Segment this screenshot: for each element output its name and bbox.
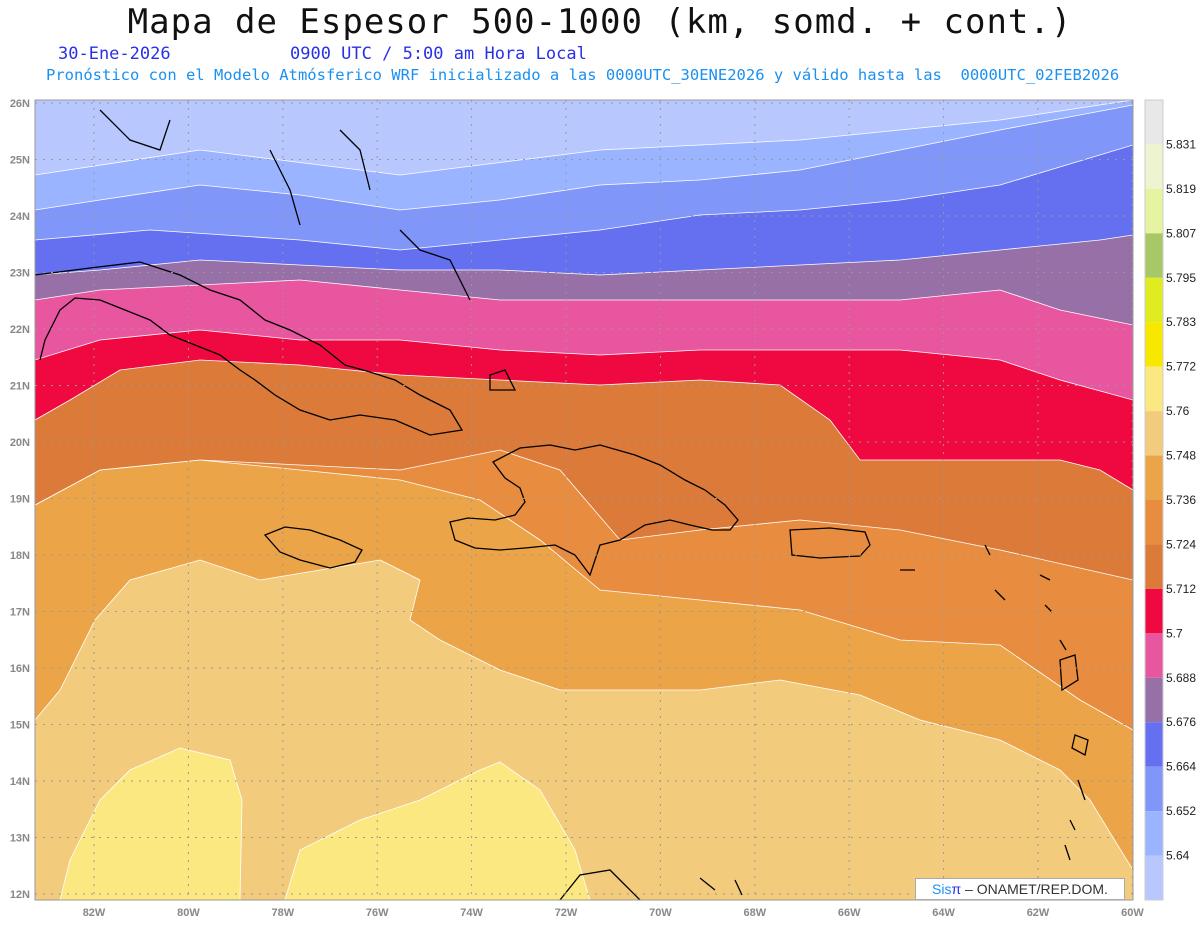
colorbar-swatch <box>1145 544 1163 589</box>
lon-tick-label: 74W <box>460 907 483 919</box>
colorbar-swatch <box>1145 233 1163 278</box>
colorbar-swatch <box>1145 766 1163 812</box>
lat-tick-label: 24N <box>10 211 30 223</box>
colorbar-swatch <box>1145 144 1163 189</box>
colorbar-swatch <box>1145 322 1163 367</box>
colorbar-frame <box>1144 99 1164 901</box>
graticule <box>35 100 1133 900</box>
colorbar-label: 5.807 <box>1166 226 1196 240</box>
colorbar-label: 5.831 <box>1166 137 1196 151</box>
coast-jamaica <box>263 526 363 569</box>
credit-brand: Sis <box>932 881 952 897</box>
lat-tick-label: 21N <box>10 381 30 393</box>
colorbar-swatch <box>1145 855 1163 900</box>
colorbar-swatch <box>1145 677 1163 723</box>
lon-tick-label: 70W <box>649 907 672 919</box>
lon-tick-label: 68W <box>743 907 766 919</box>
colorbar-swatch <box>1145 633 1163 678</box>
colorbar-label: 5.676 <box>1166 715 1196 729</box>
plot-frame <box>34 99 1134 901</box>
lon-tick-label: 66W <box>838 907 861 919</box>
lat-tick-label: 14N <box>10 776 30 788</box>
coast-south-america <box>559 869 743 900</box>
colorbar-swatch <box>1145 722 1163 767</box>
colorbar: 5.64 5.652 5.664 5.676 5.688 5.7 5.712 5.724 5.7… <box>1144 99 1196 901</box>
colorbar-label: 5.64 <box>1166 849 1190 863</box>
colorbar-swatch <box>1145 500 1163 545</box>
colorbar-label: 5.783 <box>1166 315 1196 329</box>
lon-tick-label: 62W <box>1027 907 1050 919</box>
lat-tick-label: 13N <box>10 833 30 845</box>
colorbar-label: 5.688 <box>1166 671 1196 685</box>
colorbar-label: 5.76 <box>1166 404 1190 418</box>
coast-bahamas <box>99 109 517 391</box>
colorbar-label: 5.664 <box>1166 760 1196 774</box>
colorbar-label: 5.652 <box>1166 804 1196 818</box>
coastlines <box>35 109 1089 900</box>
lat-tick-label: 23N <box>10 268 30 280</box>
colorbar-label: 5.772 <box>1166 360 1196 374</box>
lon-tick-label: 76W <box>366 907 389 919</box>
colorbar-label: 5.7 <box>1166 626 1183 640</box>
lat-tick-label: 16N <box>10 663 30 675</box>
lat-tick-label: 12N <box>10 889 30 901</box>
colorbar-swatch <box>1145 811 1163 856</box>
lat-tick-label: 25N <box>10 155 30 167</box>
colorbar-swatch <box>1145 411 1163 456</box>
colorbar-swatch <box>1145 455 1163 500</box>
coast-lesser-antilles <box>900 544 1089 861</box>
colorbar-label: 5.736 <box>1166 493 1196 507</box>
lat-tick-label: 22N <box>10 324 30 336</box>
lat-tick-label: 26N <box>10 98 30 110</box>
axis-ticks: 26N 25N 24N 23N 22N 21N 20N 19N 18N 17N 16N 15N 14N 1… <box>10 98 1145 919</box>
lon-tick-label: 60W <box>1121 907 1144 919</box>
lon-tick-label: 82W <box>83 907 106 919</box>
coast-hispaniola <box>449 444 739 577</box>
colorbar-swatch <box>1145 188 1163 234</box>
lat-tick-label: 15N <box>10 720 30 732</box>
lon-tick-label: 80W <box>177 907 200 919</box>
band-5.76 <box>59 747 243 900</box>
lon-tick-label: 72W <box>555 907 578 919</box>
credit-pi: π <box>951 881 962 897</box>
lat-tick-label: 19N <box>10 494 30 506</box>
lon-tick-label: 78W <box>271 907 294 919</box>
colorbar-swatch <box>1145 277 1163 323</box>
colorbar-label: 5.712 <box>1166 582 1196 596</box>
lat-tick-label: 20N <box>10 437 30 449</box>
contour-bands <box>35 100 1133 900</box>
forecast-time: 0900 UTC / 5:00 am Hora Local <box>290 44 587 64</box>
forecast-date: 30-Ene-2026 <box>58 44 171 64</box>
colorbar-label: 5.819 <box>1166 182 1196 196</box>
band-5.64 <box>35 100 1133 176</box>
colorbar-swatch <box>1145 366 1163 412</box>
lat-tick-label: 17N <box>10 607 30 619</box>
credit-text: – ONAMET/REP.DOM. <box>961 881 1108 897</box>
colorbar-swatch <box>1145 588 1163 634</box>
lon-tick-label: 64W <box>932 907 955 919</box>
coast-cuba <box>35 261 464 436</box>
colorbar-label: 5.724 <box>1166 537 1196 551</box>
colorbar-swatch <box>1145 100 1163 145</box>
credit-box: Sisπ – ONAMET/REP.DOM. <box>915 878 1125 900</box>
colorbar-label: 5.795 <box>1166 271 1196 285</box>
forecast-subtitle: Pronóstico con el Modelo Atmósferico WRF… <box>46 66 1120 84</box>
map-title: Mapa de Espesor 500-1000 (km, somd. + co… <box>127 2 1073 42</box>
lat-tick-label: 18N <box>10 550 30 562</box>
colorbar-label: 5.748 <box>1166 449 1196 463</box>
